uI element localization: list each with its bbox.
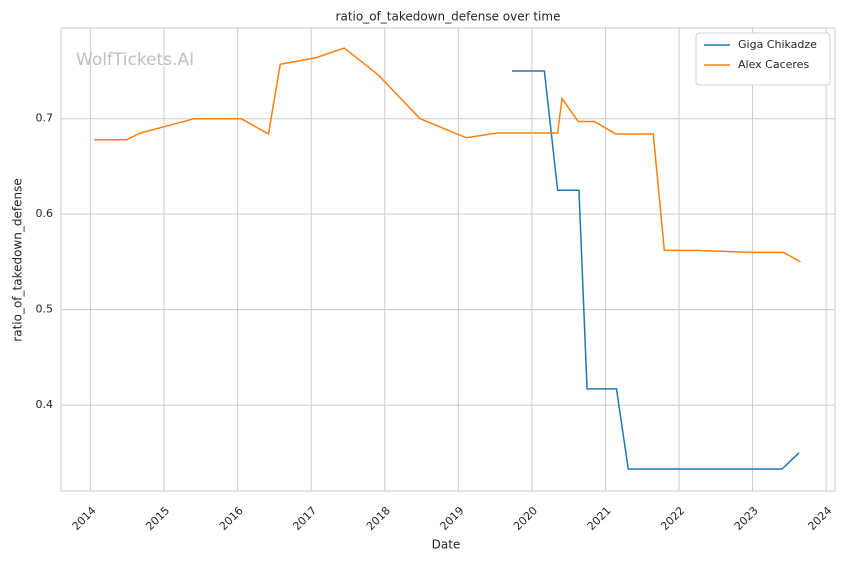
legend-label: Giga Chikadze	[738, 38, 817, 51]
series-line	[512, 70, 800, 470]
plot-frame	[60, 27, 836, 492]
y-tick-label: 0.5	[36, 303, 54, 316]
legend-box	[695, 32, 831, 86]
y-tick-label: 0.4	[36, 398, 54, 411]
watermark: WolfTickets.AI	[76, 50, 194, 70]
legend-label: Alex Caceres	[738, 58, 809, 71]
chart-title: ratio_of_takedown_defense over time	[336, 10, 561, 24]
legend: Giga Chikadze Alex Caceres	[695, 32, 831, 86]
y-axis-label: ratio_of_takedown_defense	[11, 178, 25, 341]
y-tick-label: 0.6	[36, 207, 54, 220]
y-tick-label: 0.7	[36, 112, 54, 125]
x-axis-label: Date	[432, 538, 461, 552]
series-line	[94, 47, 801, 263]
